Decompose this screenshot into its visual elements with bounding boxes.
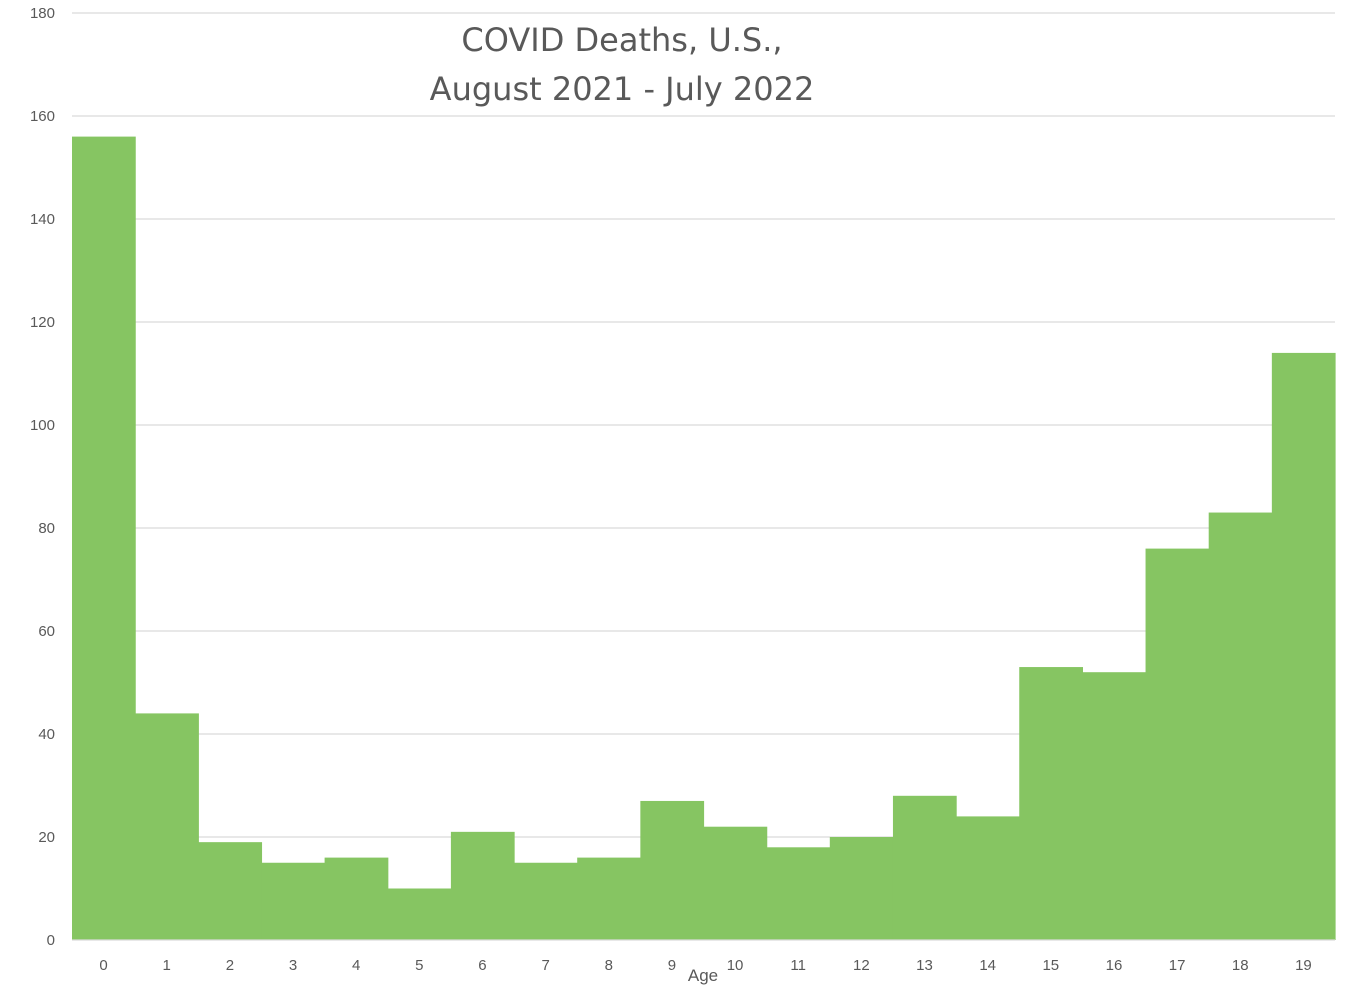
bar-age-15 <box>1019 667 1083 940</box>
bar-age-6 <box>450 831 515 940</box>
x-tick-label: 16 <box>1106 957 1123 974</box>
x-tick-label: 8 <box>605 957 613 974</box>
y-tick-label: 80 <box>38 520 55 537</box>
bar-age-10 <box>703 826 768 940</box>
y-tick-label: 180 <box>30 5 55 22</box>
x-tick-label: 1 <box>163 957 171 974</box>
x-tick-label: 4 <box>352 957 360 974</box>
bar-age-17 <box>1145 548 1210 940</box>
bar-age-9 <box>640 800 705 940</box>
bar-age-4 <box>324 857 389 940</box>
x-tick-label: 12 <box>853 957 870 974</box>
gridlines <box>72 12 1335 838</box>
x-tick-label: 18 <box>1232 957 1249 974</box>
bar-age-3 <box>261 862 326 940</box>
x-tick-label: 6 <box>478 957 486 974</box>
x-tick-label: 0 <box>99 957 107 974</box>
bar-age-11 <box>766 847 831 940</box>
y-tick-label: 40 <box>38 726 55 743</box>
bar-age-19 <box>1271 352 1336 940</box>
bar-age-12 <box>829 837 894 940</box>
x-tick-label: 10 <box>727 957 744 974</box>
x-tick-label: 17 <box>1169 957 1186 974</box>
y-tick-label: 140 <box>30 211 55 228</box>
chart-title-line-2: August 2021 - July 2022 <box>430 70 815 108</box>
bar-age-0 <box>72 136 136 941</box>
y-axis-tick-labels: 0 20 40 60 80 100 120 140 160 180 <box>30 5 55 949</box>
bar-age-2 <box>198 842 263 940</box>
y-tick-label: 20 <box>38 829 55 846</box>
x-tick-label: 3 <box>289 957 297 974</box>
x-tick-label: 11 <box>790 957 806 974</box>
x-tick-label: 13 <box>916 957 933 974</box>
bar-age-5 <box>387 888 452 940</box>
y-tick-label: 0 <box>47 932 55 949</box>
y-tick-label: 120 <box>30 314 55 331</box>
bars <box>72 136 1336 941</box>
chart-title-line-1: COVID Deaths, U.S., <box>461 21 782 59</box>
x-tick-label: 15 <box>1042 957 1059 974</box>
y-tick-label: 100 <box>30 417 55 434</box>
x-tick-label: 19 <box>1295 957 1312 974</box>
bar-age-7 <box>514 862 578 940</box>
bar-age-16 <box>1082 672 1147 940</box>
bar-age-18 <box>1208 512 1273 940</box>
x-tick-label: 14 <box>979 957 996 974</box>
x-tick-label: 9 <box>668 957 676 974</box>
x-axis-tick-labels: 0 1 2 3 4 5 6 7 8 9 10 11 12 13 14 15 16 17 18 19 <box>99 957 1311 974</box>
bar-age-13 <box>892 795 957 940</box>
x-tick-label: 5 <box>415 957 423 974</box>
x-tick-label: 2 <box>226 957 234 974</box>
bar-age-1 <box>135 713 199 940</box>
bar-age-14 <box>956 816 1020 940</box>
y-tick-label: 60 <box>38 623 55 640</box>
y-tick-label: 160 <box>30 108 55 125</box>
x-axis-title: Age <box>688 966 718 985</box>
bar-age-8 <box>577 857 641 940</box>
x-tick-label: 7 <box>541 957 549 974</box>
